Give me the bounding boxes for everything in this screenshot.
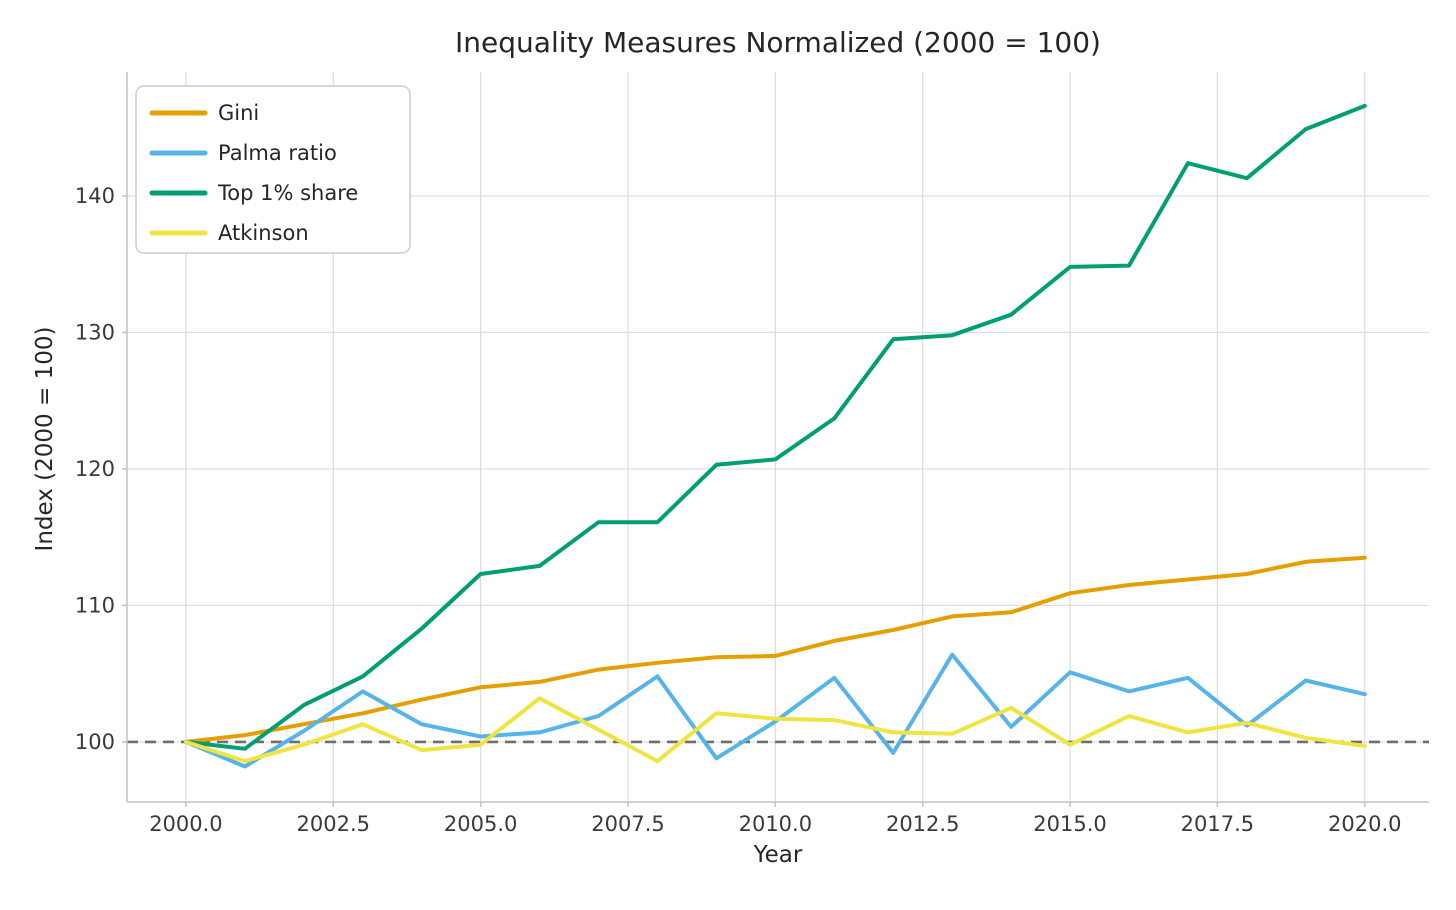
x-tick-label-2015.0: 2015.0 bbox=[1033, 812, 1106, 836]
y-tick-label-120: 120 bbox=[75, 457, 115, 481]
series-line-palma-ratio bbox=[183, 652, 1367, 769]
legend-box bbox=[135, 85, 411, 254]
y-axis-label: Index (2000 = 100) bbox=[32, 326, 58, 552]
x-tick-label-2020.0: 2020.0 bbox=[1328, 812, 1401, 836]
y-tick-label-110: 110 bbox=[75, 593, 115, 617]
x-axis-label: Year bbox=[753, 842, 803, 868]
series-line-top-1-share bbox=[183, 103, 1367, 751]
y-tick-label-100: 100 bbox=[75, 730, 115, 754]
y-tick-label-140: 140 bbox=[75, 184, 115, 208]
legend-label-gini: Gini bbox=[218, 101, 259, 125]
x-tick-label-2010.0: 2010.0 bbox=[739, 812, 812, 836]
x-tick-label-2007.5: 2007.5 bbox=[591, 812, 664, 836]
series-line-atkinson bbox=[183, 696, 1367, 764]
x-tick-label-2000.0: 2000.0 bbox=[149, 812, 222, 836]
series-line-gini bbox=[183, 555, 1367, 744]
x-tick-label-2017.5: 2017.5 bbox=[1181, 812, 1254, 836]
chart-title: Inequality Measures Normalized (2000 = 1… bbox=[455, 26, 1101, 59]
legend-label-top-1-share: Top 1% share bbox=[217, 181, 358, 205]
legend-label-atkinson: Atkinson bbox=[218, 221, 309, 245]
x-tick-label-2002.5: 2002.5 bbox=[297, 812, 370, 836]
x-tick-label-2012.5: 2012.5 bbox=[886, 812, 959, 836]
x-tick-label-2005.0: 2005.0 bbox=[444, 812, 517, 836]
legend-label-palma-ratio: Palma ratio bbox=[218, 141, 337, 165]
y-tick-label-130: 130 bbox=[75, 320, 115, 344]
